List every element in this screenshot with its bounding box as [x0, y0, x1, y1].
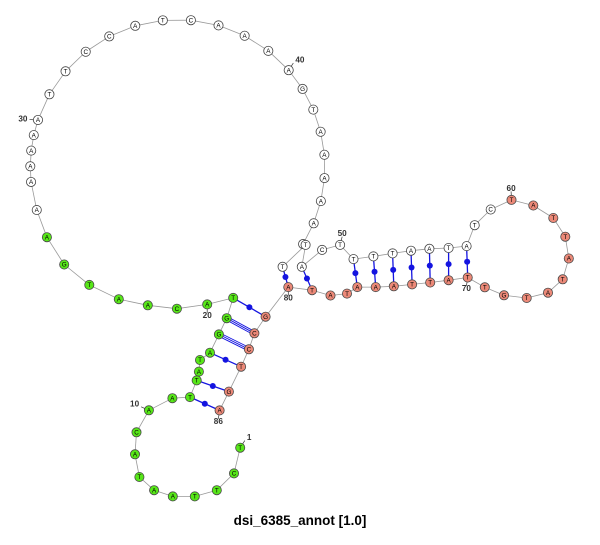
svg-text:50: 50 [338, 229, 348, 238]
svg-text:T: T [525, 295, 529, 302]
svg-text:C: C [175, 306, 180, 313]
svg-text:C: C [488, 207, 493, 214]
svg-text:C: C [247, 347, 252, 354]
svg-text:C: C [320, 247, 325, 254]
svg-text:T: T [311, 107, 315, 114]
svg-text:T: T [281, 264, 285, 271]
svg-text:T: T [193, 494, 197, 501]
svg-text:70: 70 [462, 284, 472, 293]
svg-text:T: T [64, 69, 68, 76]
svg-text:T: T [473, 222, 477, 229]
svg-text:C: C [134, 430, 139, 437]
svg-text:C: C [189, 17, 194, 24]
svg-text:T: T [137, 474, 141, 481]
svg-text:C: C [252, 331, 257, 338]
svg-text:C: C [83, 49, 88, 56]
svg-text:40: 40 [295, 56, 305, 65]
svg-text:C: C [232, 471, 237, 478]
svg-text:G: G [62, 262, 67, 269]
svg-text:G: G [502, 293, 507, 300]
svg-text:T: T [310, 287, 314, 294]
svg-text:20: 20 [203, 311, 213, 320]
svg-text:1: 1 [247, 433, 252, 442]
svg-text:C: C [107, 34, 112, 41]
svg-text:T: T [87, 282, 91, 289]
svg-text:G: G [300, 86, 305, 93]
svg-text:T: T [198, 357, 202, 364]
svg-text:G: G [224, 315, 229, 322]
svg-text:T: T [352, 256, 356, 263]
svg-text:T: T [304, 242, 308, 249]
svg-text:T: T [338, 242, 342, 249]
svg-text:10: 10 [130, 399, 140, 408]
svg-text:T: T [238, 445, 242, 452]
svg-text:T: T [447, 245, 451, 252]
svg-text:T: T [345, 291, 349, 298]
svg-text:T: T [561, 277, 565, 284]
svg-text:T: T [466, 275, 470, 282]
svg-text:T: T [48, 92, 52, 99]
svg-text:G: G [263, 314, 268, 321]
svg-text:60: 60 [507, 184, 517, 193]
svg-text:T: T [391, 251, 395, 258]
svg-text:T: T [231, 295, 235, 302]
svg-text:T: T [215, 487, 219, 494]
svg-text:T: T [188, 394, 192, 401]
svg-text:30: 30 [18, 115, 28, 124]
svg-text:T: T [551, 215, 555, 222]
svg-text:T: T [563, 234, 567, 241]
svg-text:G: G [216, 332, 221, 339]
svg-text:80: 80 [284, 294, 294, 303]
svg-text:T: T [410, 282, 414, 289]
svg-text:T: T [510, 197, 514, 204]
svg-text:86: 86 [214, 417, 224, 426]
svg-text:T: T [239, 364, 243, 371]
svg-text:T: T [195, 378, 199, 385]
svg-text:T: T [161, 18, 165, 25]
svg-text:G: G [226, 389, 231, 396]
svg-text:T: T [483, 285, 487, 292]
svg-text:T: T [371, 254, 375, 261]
svg-text:T: T [428, 280, 432, 287]
